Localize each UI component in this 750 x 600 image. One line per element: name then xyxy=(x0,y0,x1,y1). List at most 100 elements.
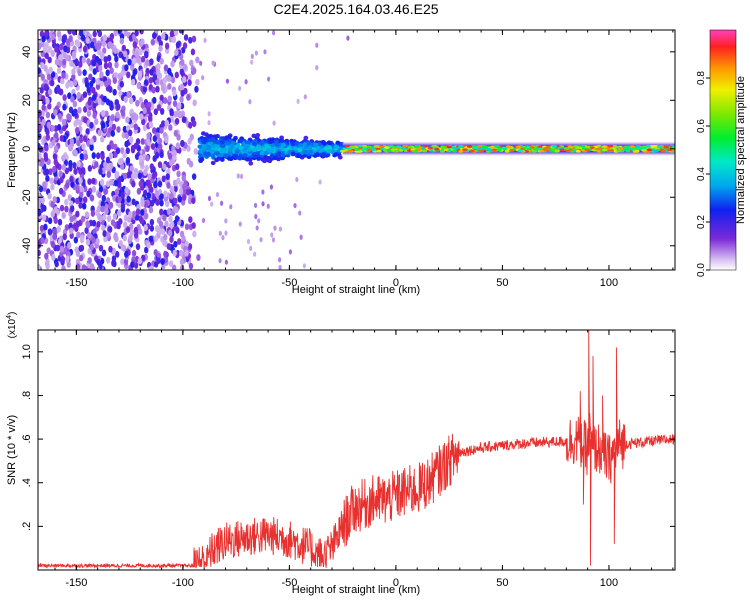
spectrogram-cell xyxy=(91,236,96,244)
spectrogram-cell xyxy=(100,205,105,213)
spectrogram-cell xyxy=(157,180,163,188)
spectrogram-cell xyxy=(83,153,89,161)
spectrogram-cell xyxy=(629,145,635,149)
spectrogram-cell xyxy=(337,155,343,160)
spectrogram-cell xyxy=(128,129,133,137)
spectrogram-cell xyxy=(98,65,103,72)
spectrogram-cell xyxy=(97,191,102,199)
spectrogram-cell xyxy=(62,124,67,132)
spectrogram-cell xyxy=(87,257,92,264)
spectrogram-cell xyxy=(157,161,163,169)
spectrogram-cell xyxy=(252,147,257,152)
spectrogram-cell xyxy=(207,195,212,202)
spectrogram-cell xyxy=(207,111,211,117)
spectrogram-cell xyxy=(111,247,117,255)
spectrogram-cell xyxy=(452,147,458,150)
spectrogram-cell xyxy=(108,86,113,93)
spectrogram-cell xyxy=(635,145,641,148)
spectrogram-cell xyxy=(146,241,151,249)
spectrogram-cell xyxy=(268,139,274,144)
snr-x-ticks: -150 -100 -50 0 50 100 xyxy=(54,330,674,589)
spectrogram-cell xyxy=(137,172,143,180)
spectrogram-cell xyxy=(269,147,275,153)
spectrogram-cell xyxy=(168,260,174,268)
spectrogram-cell xyxy=(175,163,180,171)
spectrogram-cell xyxy=(53,217,58,224)
spectrogram-cell xyxy=(181,174,186,182)
spectrogram-cell xyxy=(103,161,108,169)
spectrogram-cell xyxy=(50,33,56,41)
spectrogram-cell xyxy=(273,225,277,231)
spectrogram-cell xyxy=(76,231,81,239)
spectrogram-cell xyxy=(75,220,81,228)
svg-text:(x104): (x104) xyxy=(6,312,18,339)
spectrogram-cell xyxy=(318,179,322,185)
spectrogram-cell xyxy=(74,197,80,205)
spectrogram-cell xyxy=(169,185,175,193)
spectrogram-cell xyxy=(137,257,143,265)
spectrogram-cell xyxy=(160,258,165,265)
spectrogram-cell xyxy=(79,153,84,160)
spectrogram-cell xyxy=(100,153,105,161)
spectrogram-cell xyxy=(110,219,116,227)
spectrogram-cell xyxy=(89,121,94,129)
spectrogram-cell xyxy=(48,168,53,176)
spectrogram-cell xyxy=(102,47,107,54)
spectrogram-cell xyxy=(181,183,187,191)
spectrogram-cell xyxy=(211,155,216,160)
spectrogram-cell xyxy=(117,209,122,217)
spectrogram-cell xyxy=(298,210,302,216)
colorbar-tick-label: 0.6 xyxy=(696,119,707,133)
spectrogram-cell xyxy=(280,138,285,144)
spectrogram-cell xyxy=(169,108,174,116)
spectrogram-cell xyxy=(292,146,298,151)
spectrogram-cell xyxy=(656,145,663,148)
spectrogram-cell xyxy=(60,77,65,85)
spectrogram-cell xyxy=(322,141,327,146)
spectrogram-cell xyxy=(307,145,312,151)
spectrogram-cell xyxy=(38,263,41,270)
spectrogram-cell xyxy=(458,150,464,153)
spectrogram-cell xyxy=(84,227,89,234)
spectrogram-cell xyxy=(150,143,156,150)
spectrogram-cell xyxy=(38,209,42,217)
spectrogram-cell xyxy=(134,50,140,58)
spectrogram-cell xyxy=(113,47,118,54)
spectrogram-cell xyxy=(155,199,160,206)
spectrogram-cell xyxy=(71,68,76,76)
spectrogram-cell xyxy=(162,214,167,222)
spectrogram-cell xyxy=(224,259,229,265)
spectrogram-cell xyxy=(40,62,45,70)
spectrogram-cell xyxy=(196,254,201,261)
spectrogram-cell xyxy=(250,53,254,59)
spectrogram-cell xyxy=(125,157,131,164)
spectrogram-cell xyxy=(114,171,120,178)
spectrogram-cell xyxy=(134,153,140,161)
spectrogram-cell xyxy=(157,137,163,145)
spectrogram-cell xyxy=(215,151,220,156)
spectrogram-cell xyxy=(589,146,595,149)
spectrogram-cell xyxy=(50,210,55,218)
spectrogram-cell xyxy=(164,220,169,228)
spectrogram-cell xyxy=(59,134,64,142)
spectrogram-cell xyxy=(618,147,624,150)
spectrogram-cell xyxy=(354,150,361,153)
spectrogram-cell xyxy=(101,109,106,117)
spectrogram-cell xyxy=(254,50,258,56)
spectrogram-cell xyxy=(50,79,55,87)
spectrogram-cell xyxy=(407,145,413,149)
spectrogram-cell xyxy=(95,152,101,160)
spectrogram-cell xyxy=(119,37,125,45)
spectrogram-cell xyxy=(156,257,161,264)
spectrogram-cell xyxy=(249,245,253,251)
spectrogram-cell xyxy=(86,110,92,117)
spectrogram-cell xyxy=(108,162,114,170)
spectrogram-cell xyxy=(99,71,104,79)
spectrogram-cell xyxy=(152,127,157,134)
spectrogram-cell xyxy=(210,137,216,143)
spectrogram-cell xyxy=(152,96,157,104)
spectrogram-cell xyxy=(114,235,119,243)
spectrogram-cell xyxy=(95,78,101,86)
spectrogram-cell xyxy=(174,215,180,223)
snr-y-label: SNR (10 * v/v) xyxy=(6,415,18,485)
